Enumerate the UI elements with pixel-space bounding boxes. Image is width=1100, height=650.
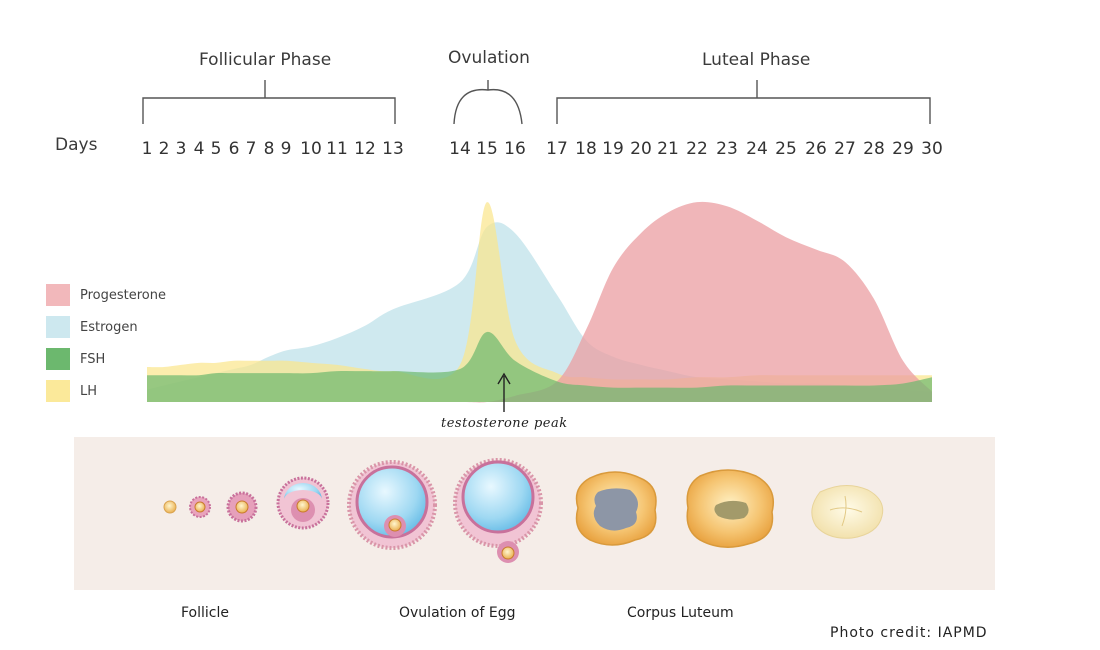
series-area-estrogen <box>147 222 932 402</box>
legend-swatch-fsh <box>46 348 70 370</box>
day-tick-12: 12 <box>354 139 376 159</box>
testosterone-peak-annotation: testosterone peak <box>441 416 568 431</box>
luteal-bracket <box>556 80 931 124</box>
days-label: Days <box>55 135 98 155</box>
day-tick-2: 2 <box>159 139 170 159</box>
luteal-phase-label: Luteal Phase <box>702 50 811 70</box>
follicle-stage-2 <box>189 496 211 518</box>
day-tick-25: 25 <box>775 139 797 159</box>
day-tick-14: 14 <box>449 139 471 159</box>
day-tick-30: 30 <box>921 139 943 159</box>
testosterone-arrow <box>497 372 511 412</box>
day-tick-24: 24 <box>746 139 768 159</box>
day-tick-1: 1 <box>142 139 153 159</box>
day-tick-15: 15 <box>476 139 498 159</box>
follicle-stage-5 <box>347 460 437 550</box>
hormone-areas <box>147 201 932 403</box>
day-tick-22: 22 <box>686 139 708 159</box>
legend-swatch-estrogen <box>46 316 70 338</box>
day-tick-11: 11 <box>326 139 348 159</box>
legend-label-lh: LH <box>80 384 98 399</box>
follicle-stage-1 <box>163 500 177 514</box>
day-tick-3: 3 <box>176 139 187 159</box>
day-tick-9: 9 <box>281 139 292 159</box>
day-tick-7: 7 <box>246 139 257 159</box>
follicle-stage-4 <box>276 476 330 530</box>
day-tick-8: 8 <box>264 139 275 159</box>
ovulation-egg-caption: Ovulation of Egg <box>399 605 516 621</box>
follicular-bracket <box>142 80 396 124</box>
day-tick-16: 16 <box>504 139 526 159</box>
day-tick-20: 20 <box>630 139 652 159</box>
legend-label-estrogen: Estrogen <box>80 320 138 335</box>
ovulation-label: Ovulation <box>448 48 530 68</box>
day-tick-13: 13 <box>382 139 404 159</box>
day-tick-23: 23 <box>716 139 738 159</box>
day-tick-19: 19 <box>602 139 624 159</box>
legend-swatch-progesterone <box>46 284 70 306</box>
ovulation-arc <box>453 80 523 125</box>
day-tick-28: 28 <box>863 139 885 159</box>
day-tick-10: 10 <box>300 139 322 159</box>
day-tick-4: 4 <box>194 139 205 159</box>
follicle-stage-6-ovulation <box>453 458 543 563</box>
corpus-luteum-caption: Corpus Luteum <box>627 605 734 621</box>
follicle-caption: Follicle <box>181 605 229 621</box>
corpus-albicans <box>811 485 884 539</box>
corpus-luteum-1 <box>575 471 657 546</box>
follicular-phase-label: Follicular Phase <box>199 50 332 70</box>
day-tick-26: 26 <box>805 139 827 159</box>
series-area-fsh <box>147 331 932 402</box>
legend-label-progesterone: Progesterone <box>80 288 166 303</box>
day-tick-17: 17 <box>546 139 568 159</box>
day-tick-27: 27 <box>834 139 856 159</box>
corpus-luteum-2 <box>686 469 774 548</box>
day-tick-29: 29 <box>892 139 914 159</box>
series-area-progesterone <box>147 201 932 403</box>
day-tick-18: 18 <box>575 139 597 159</box>
day-tick-5: 5 <box>211 139 222 159</box>
photo-credit: Photo credit: IAPMD <box>830 625 988 641</box>
day-axis-ticks: 1 2 3 4 5 6 7 8 9 10 11 12 13 14 15 16 17 18 19 20 21 22 23 24 2… <box>142 139 943 159</box>
day-tick-21: 21 <box>657 139 679 159</box>
legend-swatch-lh <box>46 380 70 402</box>
legend-label-fsh: FSH <box>80 352 106 367</box>
day-tick-6: 6 <box>229 139 240 159</box>
follicle-stage-3 <box>226 491 258 523</box>
